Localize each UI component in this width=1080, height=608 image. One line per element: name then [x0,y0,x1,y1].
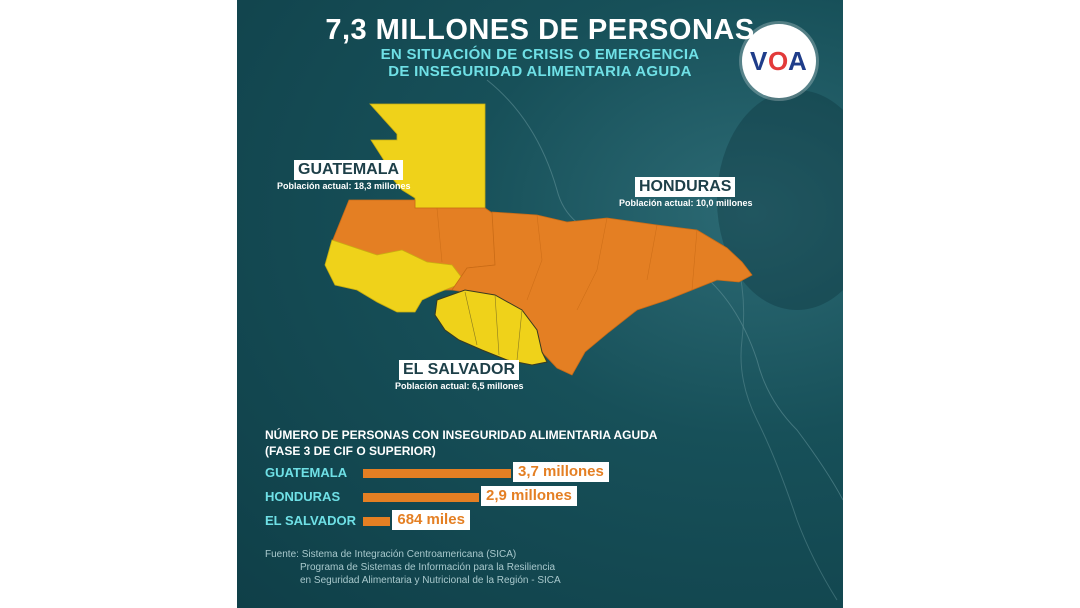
bar-value-label: 684 miles [392,510,470,530]
subtitle-line-1: EN SITUACIÓN DE CRISIS O EMERGENCIA [380,46,700,63]
source-line-3: en Seguridad Alimentaria y Nutricional d… [300,575,561,586]
voa-logo: V O A [742,24,816,98]
honduras-label: HONDURAS [635,177,736,197]
honduras-population: Población actual: 10,0 millones [619,198,753,208]
guatemala-southwest-region [324,239,466,313]
bar-chart-heading-2: (FASE 3 DE CIF O SUPERIOR) [265,444,436,458]
bar-chart-heading-1: NÚMERO DE PERSONAS CON INSEGURIDAD ALIME… [265,428,658,442]
bar-category-label: GUATEMALA [265,465,348,480]
subtitle-line-2: DE INSEGURIDAD ALIMENTARIA AGUDA [388,63,692,80]
source-line-2: Programa de Sistemas de Información para… [300,562,556,573]
logo-letter-v: V [750,46,768,76]
bar-value-label: 2,9 millones [481,486,577,506]
source-line-1: Fuente: Sistema de Integración Centroame… [265,549,517,560]
el-salvador-population: Población actual: 6,5 millones [395,381,524,391]
logo-letter-a: A [788,46,807,76]
infographic-panel: 7,3 MILLONES DE PERSONAS EN SITUACIÓN DE… [237,0,843,608]
el-salvador-label: EL SALVADOR [399,360,520,380]
logo-letter-o: O [768,46,789,76]
guatemala-label: GUATEMALA [294,160,404,180]
bar-category-label: HONDURAS [265,489,341,504]
bar [363,469,511,478]
guatemala-north-region [369,103,486,209]
bar [363,517,391,526]
guatemala-population: Población actual: 18,3 millones [277,181,411,191]
page-title: 7,3 MILLONES DE PERSONAS [325,14,755,46]
el-salvador-region [434,289,548,366]
bar [363,493,479,502]
bar-value-label: 3,7 millones [513,462,609,482]
central-america-map [324,103,753,376]
bar-category-label: EL SALVADOR [265,513,357,528]
